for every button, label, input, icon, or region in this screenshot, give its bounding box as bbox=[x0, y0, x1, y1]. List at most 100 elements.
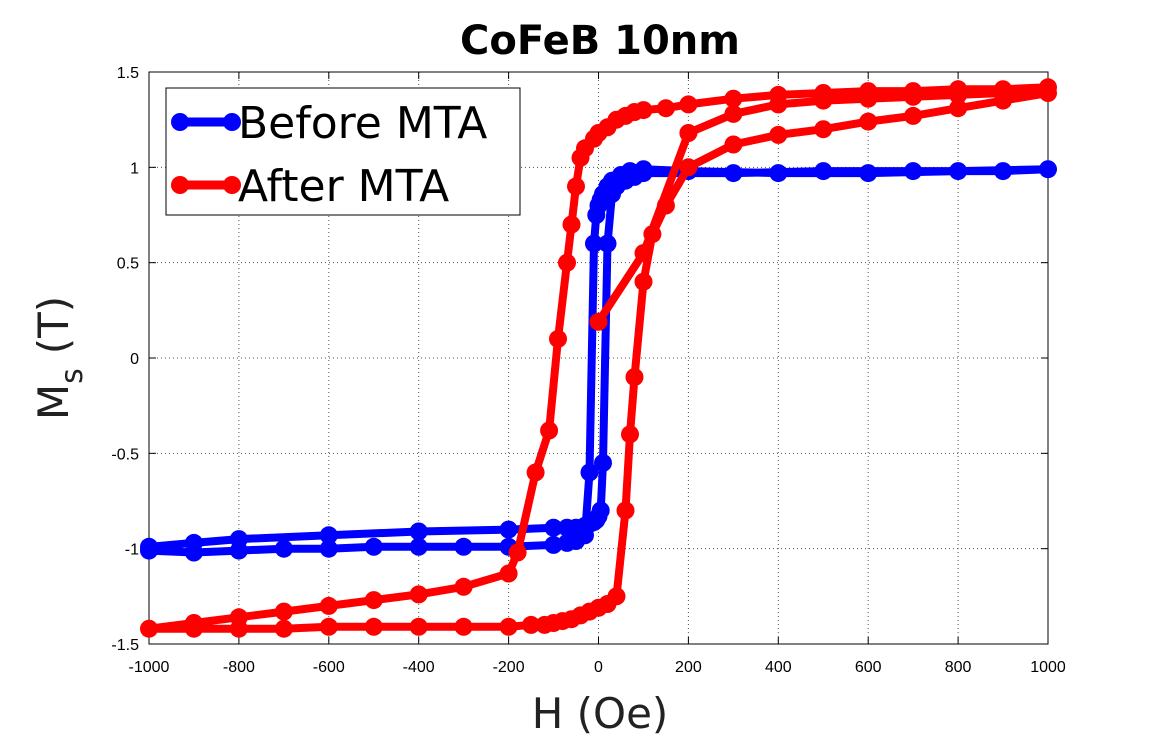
data-point bbox=[859, 112, 878, 131]
data-point bbox=[274, 539, 293, 558]
series-1 bbox=[140, 78, 1057, 638]
y-axis-title-unit: (T) bbox=[29, 296, 78, 354]
legend: Before MTA After MTA bbox=[165, 87, 521, 216]
data-point bbox=[598, 234, 617, 253]
data-point bbox=[522, 615, 541, 634]
data-point bbox=[544, 518, 563, 537]
legend-swatch-marker bbox=[171, 113, 189, 131]
data-point bbox=[859, 82, 878, 101]
data-point bbox=[140, 619, 158, 638]
x-tick-label: -1000 bbox=[129, 659, 170, 676]
data-point bbox=[499, 564, 518, 583]
data-point bbox=[656, 99, 675, 118]
data-point bbox=[904, 82, 923, 101]
data-point bbox=[814, 84, 833, 102]
svg-text:Ms(T): Ms (T) bbox=[29, 296, 90, 420]
data-point bbox=[679, 158, 698, 177]
data-point bbox=[549, 329, 567, 348]
x-tick-label: 200 bbox=[675, 659, 702, 676]
y-tick-label: 1.5 bbox=[117, 65, 139, 82]
legend-label: After MTA bbox=[238, 161, 449, 212]
x-axis-title: H (Oe) bbox=[532, 689, 669, 738]
series-0 bbox=[140, 160, 1057, 562]
data-point bbox=[526, 463, 545, 482]
data-point bbox=[724, 164, 743, 183]
y-axis-title-main: M bbox=[29, 384, 78, 420]
data-point bbox=[558, 518, 576, 537]
data-point bbox=[603, 185, 621, 203]
x-tick-label: 600 bbox=[855, 659, 882, 676]
y-tick-label: 0.5 bbox=[117, 256, 139, 273]
data-point bbox=[904, 162, 923, 181]
data-point bbox=[409, 585, 428, 604]
data-point bbox=[949, 99, 968, 118]
data-point bbox=[769, 85, 788, 104]
data-point bbox=[544, 535, 563, 554]
data-point bbox=[634, 244, 653, 263]
x-tick-label: 0 bbox=[594, 659, 603, 676]
y-tick-label: -1 bbox=[125, 542, 139, 559]
data-point bbox=[616, 501, 635, 520]
data-point bbox=[558, 253, 576, 272]
data-point bbox=[949, 80, 968, 99]
data-point bbox=[184, 614, 203, 632]
data-point bbox=[679, 95, 698, 114]
data-point bbox=[643, 225, 662, 244]
data-point bbox=[994, 162, 1012, 181]
data-point bbox=[859, 164, 878, 183]
data-point bbox=[229, 530, 248, 549]
data-point bbox=[409, 522, 428, 541]
data-point bbox=[274, 602, 293, 621]
chart-title: CoFeB 10nm bbox=[460, 18, 740, 64]
data-point bbox=[319, 617, 338, 636]
data-point bbox=[454, 617, 473, 636]
y-tick-label: -1.5 bbox=[111, 637, 139, 654]
data-point bbox=[274, 619, 293, 638]
data-point bbox=[589, 312, 608, 331]
x-tick-label: 1000 bbox=[1030, 659, 1066, 676]
data-point bbox=[1039, 78, 1057, 97]
x-tick-label: -800 bbox=[223, 659, 255, 676]
data-point bbox=[949, 162, 968, 181]
data-point bbox=[769, 164, 788, 183]
data-point bbox=[508, 543, 527, 562]
data-point bbox=[364, 617, 383, 636]
data-point bbox=[724, 135, 743, 154]
legend-label: Before MTA bbox=[238, 98, 487, 149]
x-tick-label: 400 bbox=[765, 659, 792, 676]
legend-swatch-marker bbox=[223, 176, 241, 194]
data-point bbox=[540, 421, 559, 440]
data-point bbox=[454, 537, 473, 556]
data-point bbox=[656, 196, 675, 215]
y-tick-label: -0.5 bbox=[111, 446, 139, 463]
y-axis-title-subscript: s bbox=[55, 368, 90, 384]
data-point bbox=[454, 577, 473, 596]
data-point bbox=[634, 101, 653, 120]
data-point bbox=[140, 537, 158, 556]
data-point bbox=[769, 125, 788, 144]
data-point bbox=[580, 463, 599, 482]
data-point bbox=[562, 215, 581, 234]
x-tick-label: -200 bbox=[493, 659, 525, 676]
x-tick-label: 800 bbox=[945, 659, 972, 676]
data-point bbox=[535, 615, 554, 634]
data-point bbox=[409, 617, 428, 636]
data-point bbox=[319, 596, 338, 615]
y-tick-label: 1 bbox=[130, 160, 139, 177]
y-axis: -1.5 -1 -0.5 0 0.5 1 1.5 bbox=[111, 65, 1048, 654]
data-point bbox=[184, 533, 203, 552]
data-point bbox=[229, 608, 248, 627]
x-tick-label: -400 bbox=[403, 659, 435, 676]
y-axis-title: Ms (T) bbox=[29, 296, 90, 420]
data-point bbox=[634, 272, 653, 291]
data-point bbox=[625, 368, 644, 387]
data-point bbox=[499, 617, 518, 636]
data-point bbox=[724, 89, 743, 108]
data-point bbox=[814, 120, 833, 139]
legend-box bbox=[165, 87, 521, 216]
data-point bbox=[994, 80, 1012, 99]
data-point bbox=[499, 520, 518, 539]
legend-swatch-marker bbox=[223, 113, 241, 131]
data-point bbox=[409, 537, 428, 556]
